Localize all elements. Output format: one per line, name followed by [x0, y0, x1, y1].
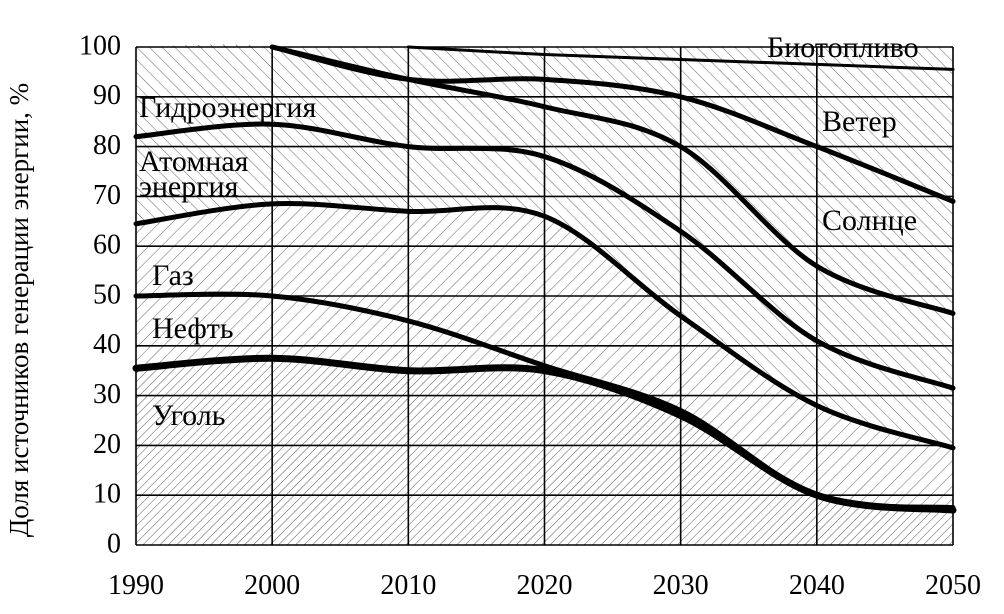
x-tick-label: 2030: [653, 570, 709, 601]
series-label: Атомная: [139, 145, 249, 178]
x-tick-label: 2000: [244, 570, 300, 601]
y-tick-label: 90: [93, 80, 121, 111]
x-tick-label: 2010: [380, 570, 436, 601]
series-label: Уголь: [152, 399, 225, 432]
series-label: Гидроэнергия: [139, 91, 316, 124]
boundary-line-3: [133, 201, 956, 451]
area-band-5: [136, 44, 953, 389]
series-label: Ветер: [822, 105, 897, 138]
y-tick-label: 40: [93, 329, 121, 360]
y-tick-label: 30: [93, 379, 121, 410]
boundary-line-7: [406, 45, 955, 71]
series-label: энергия: [139, 170, 239, 203]
series-label: Нефть: [152, 312, 234, 345]
series-label: Биотопливо: [767, 31, 919, 64]
boundary-lines: [132, 44, 957, 514]
y-tick-label: 60: [93, 230, 121, 261]
grid: [135, 46, 954, 546]
y-tick-label: 100: [79, 30, 121, 61]
boundary-line-2: [133, 291, 956, 511]
area-band-7: [136, 44, 953, 202]
x-tick-label: 2050: [925, 570, 981, 601]
series-label: Газ: [152, 259, 194, 292]
y-axis-title: Доля источников генерации энергии, %: [4, 83, 34, 537]
x-tick-label: 1990: [108, 570, 164, 601]
y-tick-label: 50: [93, 279, 121, 310]
y-tick-label: 0: [107, 528, 121, 559]
x-tick-label: 2040: [789, 570, 845, 601]
boundary-line-6: [269, 44, 956, 204]
series-label: Солнце: [822, 204, 917, 237]
series-labels: Биотопливо Ветер Солнце Гидроэнергия Атомная…: [139, 31, 919, 432]
boundary-line-4: [133, 121, 956, 391]
area-band-8: [136, 46, 953, 70]
y-tick-label: 10: [93, 479, 121, 510]
y-tick-label: 80: [93, 130, 121, 161]
y-tick-label: 70: [93, 180, 121, 211]
x-tick-label: 2020: [517, 570, 573, 601]
y-tick-label: 20: [93, 429, 121, 460]
